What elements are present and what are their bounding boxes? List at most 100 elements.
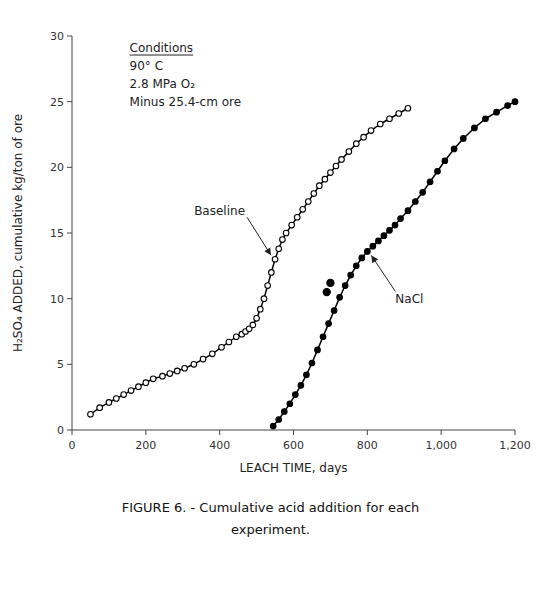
series-labels: Baseline NaCl [194,204,423,306]
x-tick [145,430,146,435]
annotation: Conditions [130,41,194,55]
line-point [396,111,402,117]
annotation: 2.8 MPa O₂ [130,77,196,91]
line-point [315,347,321,353]
line-point [505,103,511,109]
line-point [276,246,282,252]
y-tick [67,101,72,102]
line-point [359,255,365,261]
line-point [328,170,334,176]
y-tick-label: 0 [57,424,64,437]
line-point [257,306,263,312]
y-tick [67,233,72,234]
label-arrowhead [371,255,378,263]
line-point [150,376,156,382]
line-point [435,168,441,174]
x-tick [293,430,294,435]
line-point [304,372,310,378]
line-point [272,256,278,262]
x-axis-label: LEACH TIME, days [239,461,347,475]
line-point [342,283,348,289]
line-point [442,158,448,164]
line-point [298,383,304,389]
line-point [339,157,345,163]
line-point [300,207,306,213]
label-arrowhead [264,247,271,255]
line-point [167,371,173,377]
line-point [331,308,337,314]
line-point [219,344,225,350]
caption: FIGURE 6. - Cumulative acid addition for… [122,500,420,537]
line-point [174,368,180,374]
line-point [276,417,282,423]
x-tick [441,430,442,435]
line-point [309,360,315,366]
line-point [136,384,142,390]
line-point [512,99,518,105]
line-point [320,334,326,340]
line-point [381,233,387,239]
line-point [405,208,411,214]
line-point [346,149,352,155]
line-point [398,216,404,222]
scatter-point [323,289,330,296]
line-point [353,141,359,147]
line-point [494,109,500,115]
line-point [269,270,275,276]
chart: 02004006008001,0001,200051015202530LEACH… [0,0,541,594]
annotation: Minus 25.4-cm ore [130,95,242,109]
line-point [143,380,149,386]
line-point [182,365,188,371]
caption-line: FIGURE 6. - Cumulative acid addition for… [122,500,420,515]
series-label: NaCl [395,292,423,306]
line-point [461,136,467,142]
line-point [293,392,299,398]
line-point [97,405,103,411]
x-tick-label: 0 [69,439,76,452]
y-tick-label: 30 [50,30,64,43]
line-point [121,392,127,398]
x-tick-label: 800 [357,439,378,452]
x-tick-label: 400 [209,439,230,452]
series [88,105,411,417]
y-tick [67,364,72,365]
x-tick-label: 1,200 [499,439,531,452]
line-point [106,400,112,406]
line-point [322,176,328,182]
line-point [361,134,367,140]
line-point [261,296,267,302]
series [270,99,517,429]
line-point [483,116,489,122]
axes: 02004006008001,0001,200051015202530 [50,30,531,452]
line-point [405,105,411,111]
y-tick-label: 25 [50,96,64,109]
x-tick-label: 600 [283,439,304,452]
line-point [233,334,239,340]
y-tick-label: 5 [57,358,64,371]
y-tick [67,430,72,431]
line-point [270,423,276,429]
line-point [337,295,343,301]
line-point [114,396,120,402]
background [0,0,541,594]
plot-area [88,99,518,429]
caption-line: experiment. [231,522,310,537]
line-point [250,322,256,328]
line-point [333,163,339,169]
x-tick [515,430,516,435]
annotation: 90° C [130,59,163,73]
line-point [294,214,300,220]
line-point [427,179,433,185]
series-label: Baseline [194,204,245,218]
annotations: Conditions 90° C 2.8 MPa O₂ Minus 25.4-cm o… [130,41,242,109]
y-tick-label: 10 [50,293,64,306]
line-point [472,125,478,131]
line-point [387,116,393,122]
label-arrow [371,255,395,291]
line-point [209,351,215,357]
line-point [420,189,426,195]
line-point [281,409,287,415]
line-point [413,199,419,205]
scatter-point [327,279,334,286]
line-point [392,222,398,228]
